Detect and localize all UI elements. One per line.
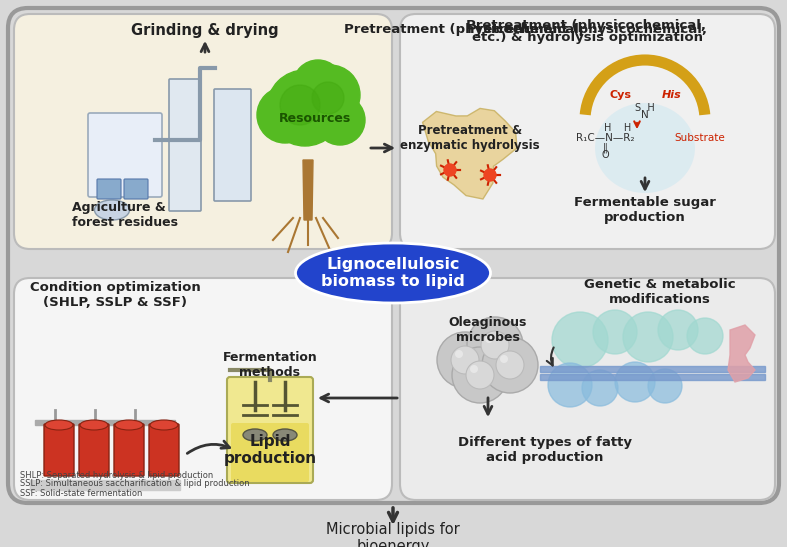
Text: ‖: ‖ [603, 143, 608, 153]
Circle shape [552, 312, 608, 368]
FancyBboxPatch shape [97, 179, 121, 199]
Circle shape [437, 332, 493, 388]
Polygon shape [728, 325, 755, 382]
Ellipse shape [115, 420, 143, 430]
FancyBboxPatch shape [227, 377, 313, 483]
Circle shape [267, 70, 343, 146]
Text: Fermentation
methods: Fermentation methods [223, 351, 317, 379]
FancyBboxPatch shape [88, 113, 162, 197]
Circle shape [687, 318, 723, 354]
Text: Pretreatment (physicochemical,: Pretreatment (physicochemical, [466, 19, 711, 32]
Circle shape [315, 95, 365, 145]
FancyBboxPatch shape [231, 423, 309, 482]
Text: His: His [662, 90, 682, 100]
Text: H    H: H H [604, 123, 632, 133]
Text: SSLP: Simultaneous saccharification & lipid production: SSLP: Simultaneous saccharification & li… [20, 480, 249, 488]
Text: Fermentable sugar
production: Fermentable sugar production [574, 196, 716, 224]
Ellipse shape [150, 420, 178, 430]
FancyBboxPatch shape [8, 8, 779, 503]
Text: Pretreatment &
enzymatic hydrolysis: Pretreatment & enzymatic hydrolysis [400, 124, 540, 152]
FancyBboxPatch shape [124, 179, 148, 199]
Text: Pretreatment (physicochemical,: Pretreatment (physicochemical, [467, 24, 711, 37]
Circle shape [485, 335, 493, 343]
Circle shape [455, 350, 463, 358]
Text: Lignocellulosic
biomass to lipid: Lignocellulosic biomass to lipid [321, 257, 465, 289]
FancyBboxPatch shape [169, 79, 201, 211]
Circle shape [648, 369, 682, 403]
Circle shape [548, 363, 592, 407]
Circle shape [467, 317, 523, 373]
Polygon shape [35, 420, 175, 425]
Circle shape [280, 85, 320, 125]
Circle shape [658, 310, 698, 350]
Ellipse shape [243, 429, 267, 441]
Text: Different types of fatty
acid production: Different types of fatty acid production [458, 436, 632, 464]
Circle shape [593, 310, 637, 354]
Text: Pretreatment (physicochemical,: Pretreatment (physicochemical, [345, 24, 589, 37]
Text: R₁C—N—R₂: R₁C—N—R₂ [576, 133, 634, 143]
Polygon shape [30, 480, 180, 490]
Circle shape [466, 361, 494, 389]
Circle shape [482, 337, 538, 393]
Text: Condition optimization
(SHLP, SSLP & SSF): Condition optimization (SHLP, SSLP & SSF… [30, 281, 201, 309]
FancyBboxPatch shape [79, 424, 109, 476]
Text: SHLP: Separated hydrolysis & lipid production: SHLP: Separated hydrolysis & lipid produ… [20, 470, 213, 480]
Text: Substrate: Substrate [674, 133, 726, 143]
FancyBboxPatch shape [14, 14, 392, 249]
Circle shape [312, 82, 344, 114]
FancyBboxPatch shape [400, 14, 775, 249]
Text: Agriculture &
forest residues: Agriculture & forest residues [72, 201, 178, 229]
Text: Genetic & metabolic
modifications: Genetic & metabolic modifications [584, 278, 736, 306]
Polygon shape [303, 160, 313, 220]
Text: Lipid
production: Lipid production [224, 434, 316, 466]
Circle shape [582, 370, 618, 406]
Polygon shape [423, 108, 517, 199]
Text: etc.) & hydrolysis optimization: etc.) & hydrolysis optimization [472, 32, 704, 44]
Circle shape [623, 312, 673, 362]
Circle shape [300, 65, 360, 125]
FancyBboxPatch shape [149, 424, 179, 476]
Ellipse shape [80, 420, 108, 430]
Circle shape [451, 346, 479, 374]
Circle shape [452, 347, 508, 403]
FancyBboxPatch shape [114, 424, 144, 476]
Circle shape [470, 365, 478, 373]
Circle shape [496, 351, 524, 379]
FancyBboxPatch shape [14, 278, 392, 500]
Text: N: N [641, 110, 648, 120]
Circle shape [615, 362, 655, 402]
Text: Resources: Resources [279, 112, 351, 125]
Circle shape [257, 87, 313, 143]
Circle shape [293, 60, 343, 110]
Text: Microbial lipids for
bioenergy: Microbial lipids for bioenergy [326, 522, 460, 547]
Text: S  H: S H [635, 103, 655, 113]
Ellipse shape [94, 200, 130, 220]
Ellipse shape [595, 103, 695, 193]
Polygon shape [540, 366, 765, 372]
Text: SSF: Solid-state fermentation: SSF: Solid-state fermentation [20, 488, 142, 498]
FancyBboxPatch shape [44, 424, 74, 476]
Circle shape [500, 355, 508, 363]
Text: O: O [601, 150, 609, 160]
Text: Oleaginous
microbes: Oleaginous microbes [449, 316, 527, 344]
Ellipse shape [273, 429, 297, 441]
Ellipse shape [45, 420, 73, 430]
Polygon shape [540, 374, 765, 380]
Circle shape [444, 164, 456, 176]
Ellipse shape [295, 243, 490, 303]
FancyBboxPatch shape [400, 278, 775, 500]
Circle shape [484, 169, 496, 181]
Text: Cys: Cys [609, 90, 631, 100]
Circle shape [481, 331, 509, 359]
Text: Grinding & drying: Grinding & drying [131, 22, 279, 38]
FancyBboxPatch shape [214, 89, 251, 201]
